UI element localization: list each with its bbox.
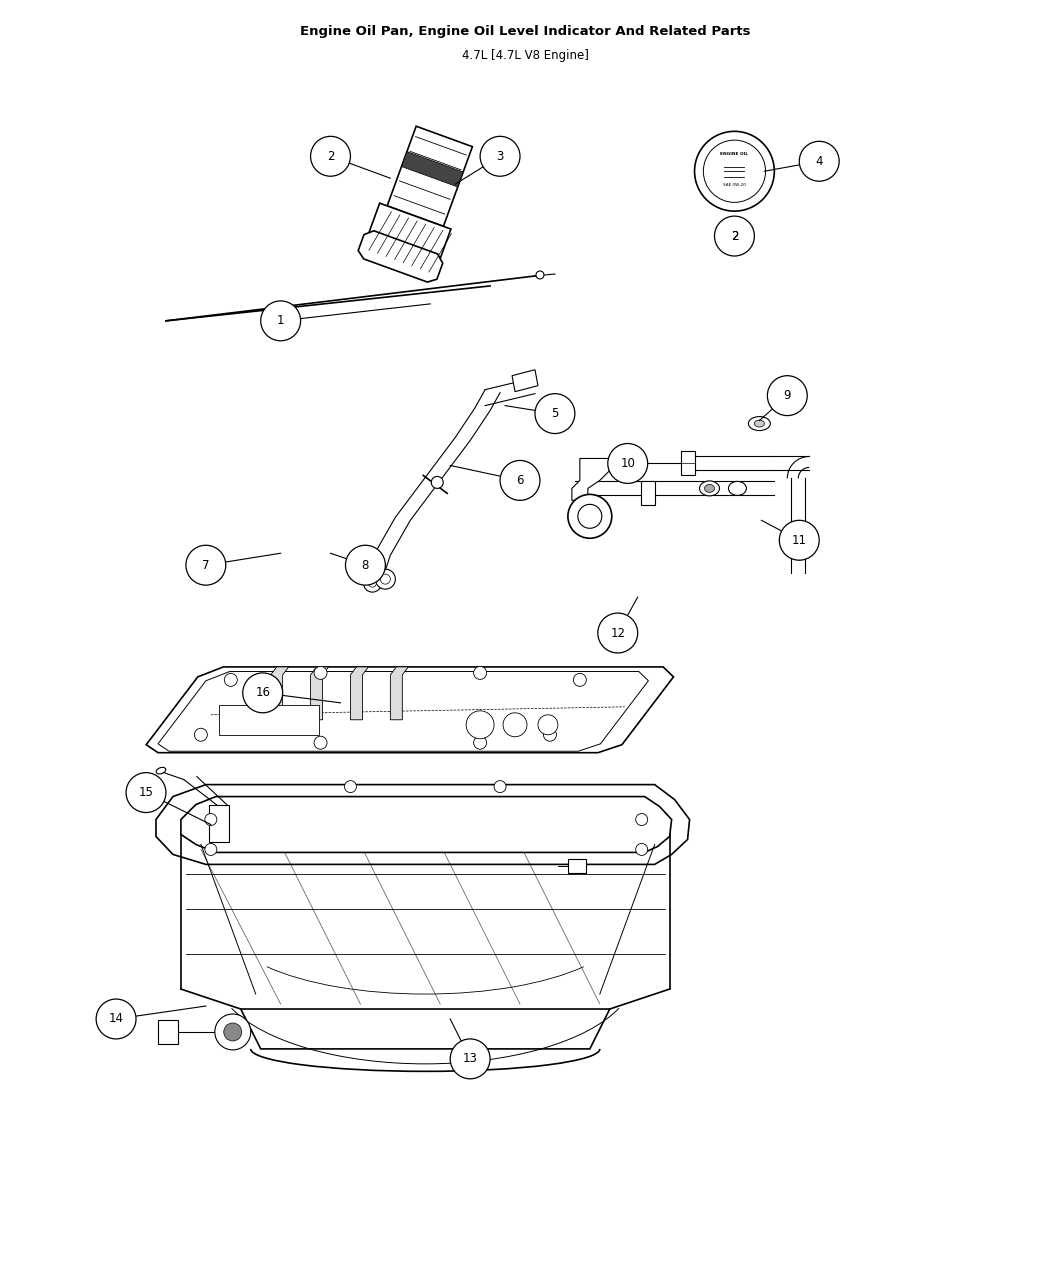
Polygon shape: [181, 797, 672, 853]
Circle shape: [314, 736, 327, 750]
Text: 4: 4: [816, 154, 823, 168]
Circle shape: [205, 844, 216, 856]
Text: 3: 3: [497, 149, 504, 163]
Ellipse shape: [156, 768, 166, 774]
Circle shape: [466, 710, 495, 738]
Circle shape: [224, 1023, 242, 1040]
Text: 2: 2: [731, 230, 738, 242]
Circle shape: [243, 673, 282, 713]
Polygon shape: [351, 667, 369, 720]
Circle shape: [568, 495, 612, 538]
Text: 16: 16: [255, 686, 270, 700]
Text: 2: 2: [731, 230, 738, 242]
Circle shape: [225, 673, 237, 686]
Text: Engine Oil Pan, Engine Oil Level Indicator And Related Parts: Engine Oil Pan, Engine Oil Level Indicat…: [299, 24, 751, 38]
Circle shape: [480, 136, 520, 176]
Circle shape: [186, 546, 226, 585]
Text: 5: 5: [551, 407, 559, 419]
Circle shape: [260, 301, 300, 340]
Polygon shape: [146, 667, 673, 752]
Text: 13: 13: [463, 1052, 478, 1066]
Circle shape: [597, 613, 637, 653]
Circle shape: [635, 844, 648, 856]
Circle shape: [380, 574, 391, 584]
Circle shape: [344, 780, 356, 793]
Text: 10: 10: [621, 456, 635, 470]
Circle shape: [779, 520, 819, 560]
Text: 4.7L [4.7L V8 Engine]: 4.7L [4.7L V8 Engine]: [462, 48, 588, 61]
Circle shape: [311, 136, 351, 176]
Circle shape: [704, 140, 765, 203]
Text: 15: 15: [139, 787, 153, 799]
Text: 12: 12: [610, 626, 625, 640]
Circle shape: [503, 713, 527, 737]
Circle shape: [432, 477, 443, 488]
Circle shape: [314, 667, 327, 680]
FancyBboxPatch shape: [209, 805, 229, 843]
Polygon shape: [358, 231, 443, 282]
Circle shape: [205, 813, 216, 825]
Circle shape: [768, 376, 807, 416]
Circle shape: [573, 673, 586, 686]
Text: 14: 14: [108, 1012, 124, 1025]
FancyBboxPatch shape: [158, 1020, 177, 1044]
Circle shape: [538, 715, 558, 734]
Circle shape: [363, 574, 381, 592]
Circle shape: [694, 131, 774, 212]
Circle shape: [345, 546, 385, 585]
Polygon shape: [240, 1009, 610, 1049]
Ellipse shape: [749, 417, 771, 431]
Circle shape: [126, 773, 166, 812]
FancyBboxPatch shape: [640, 482, 654, 505]
FancyBboxPatch shape: [568, 859, 586, 873]
Circle shape: [376, 569, 396, 589]
Polygon shape: [271, 667, 289, 720]
Polygon shape: [158, 672, 649, 751]
Text: 11: 11: [792, 534, 806, 547]
Circle shape: [799, 142, 839, 181]
FancyBboxPatch shape: [218, 705, 318, 734]
Polygon shape: [572, 459, 610, 500]
Circle shape: [536, 272, 544, 279]
Circle shape: [226, 1020, 250, 1044]
Polygon shape: [311, 667, 329, 720]
Ellipse shape: [705, 484, 714, 492]
Circle shape: [474, 736, 486, 750]
Text: 9: 9: [783, 389, 791, 402]
Circle shape: [194, 728, 207, 741]
Text: 8: 8: [362, 558, 370, 571]
Polygon shape: [362, 203, 450, 278]
Circle shape: [369, 579, 376, 586]
Circle shape: [534, 394, 574, 434]
Text: 1: 1: [277, 315, 285, 328]
Circle shape: [474, 667, 486, 680]
Ellipse shape: [754, 419, 764, 427]
Text: 6: 6: [517, 474, 524, 487]
Polygon shape: [401, 152, 463, 187]
Circle shape: [215, 1014, 251, 1049]
Circle shape: [635, 813, 648, 825]
Text: 7: 7: [202, 558, 210, 571]
Ellipse shape: [729, 482, 747, 496]
Polygon shape: [391, 667, 408, 720]
Text: ENGINE OIL: ENGINE OIL: [720, 152, 749, 157]
Circle shape: [495, 780, 506, 793]
Circle shape: [97, 1000, 136, 1039]
Text: 2: 2: [327, 149, 334, 163]
Polygon shape: [156, 784, 690, 864]
Circle shape: [450, 1039, 490, 1079]
Ellipse shape: [699, 481, 719, 496]
FancyBboxPatch shape: [680, 451, 694, 476]
Circle shape: [500, 460, 540, 500]
Polygon shape: [387, 126, 472, 227]
Circle shape: [578, 505, 602, 528]
Circle shape: [544, 728, 556, 741]
Circle shape: [608, 444, 648, 483]
Polygon shape: [512, 370, 538, 391]
Text: SAE 0W-20: SAE 0W-20: [723, 184, 746, 187]
Circle shape: [714, 217, 754, 256]
